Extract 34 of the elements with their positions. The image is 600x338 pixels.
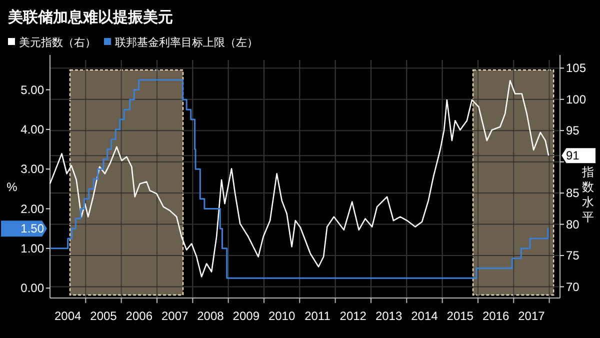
y2-tick-label: 80: [566, 217, 580, 232]
y2-tick-label: 100: [566, 92, 586, 106]
x-tick-label: 2010: [268, 309, 296, 323]
y2-tick-label: 95: [566, 124, 580, 138]
y2-tick-label: 91: [566, 148, 580, 163]
x-tick-label: 2017: [518, 309, 546, 323]
x-tick-label: 2016: [482, 309, 510, 323]
x-tick-label: 2011: [304, 309, 331, 323]
x-tick-label: 2009: [232, 309, 260, 323]
x-tick-label: 2007: [161, 309, 188, 323]
legend-label: 美元指数（右）: [19, 36, 96, 49]
x-tick-label: 2006: [126, 309, 153, 323]
x-tick-label: 2012: [340, 309, 367, 323]
x-tick-label: 2008: [197, 309, 224, 323]
x-tick-label: 2005: [90, 309, 118, 323]
y-tick-label: 0.00: [20, 281, 44, 296]
x-tick-label: 2014: [411, 309, 438, 323]
y2-tick-label: 85: [566, 186, 580, 200]
chart-title: 美联储加息难以提振美元: [7, 8, 173, 26]
y2-axis-title: 指数水平: [581, 165, 594, 224]
y-tick-label: 1.50: [20, 222, 44, 236]
y2-tick-label: 70: [566, 280, 580, 294]
y2-tick-label: 105: [566, 61, 586, 76]
y-tick-label: 2.00: [20, 202, 44, 216]
x-tick-label: 2015: [446, 309, 474, 323]
legend-label: 联邦基金利率目标上限（左）: [115, 36, 258, 49]
x-tick-label: 2013: [375, 309, 402, 323]
y-tick-label: 5.00: [20, 82, 44, 97]
y-tick-label: 4.00: [20, 122, 44, 136]
x-tick-label: 2004: [54, 309, 82, 323]
y-tick-label: 1.00: [20, 241, 44, 256]
y-tick-label: 3.00: [20, 162, 44, 176]
y2-tick-label: 75: [566, 248, 580, 263]
y-axis-title: %: [6, 180, 18, 194]
